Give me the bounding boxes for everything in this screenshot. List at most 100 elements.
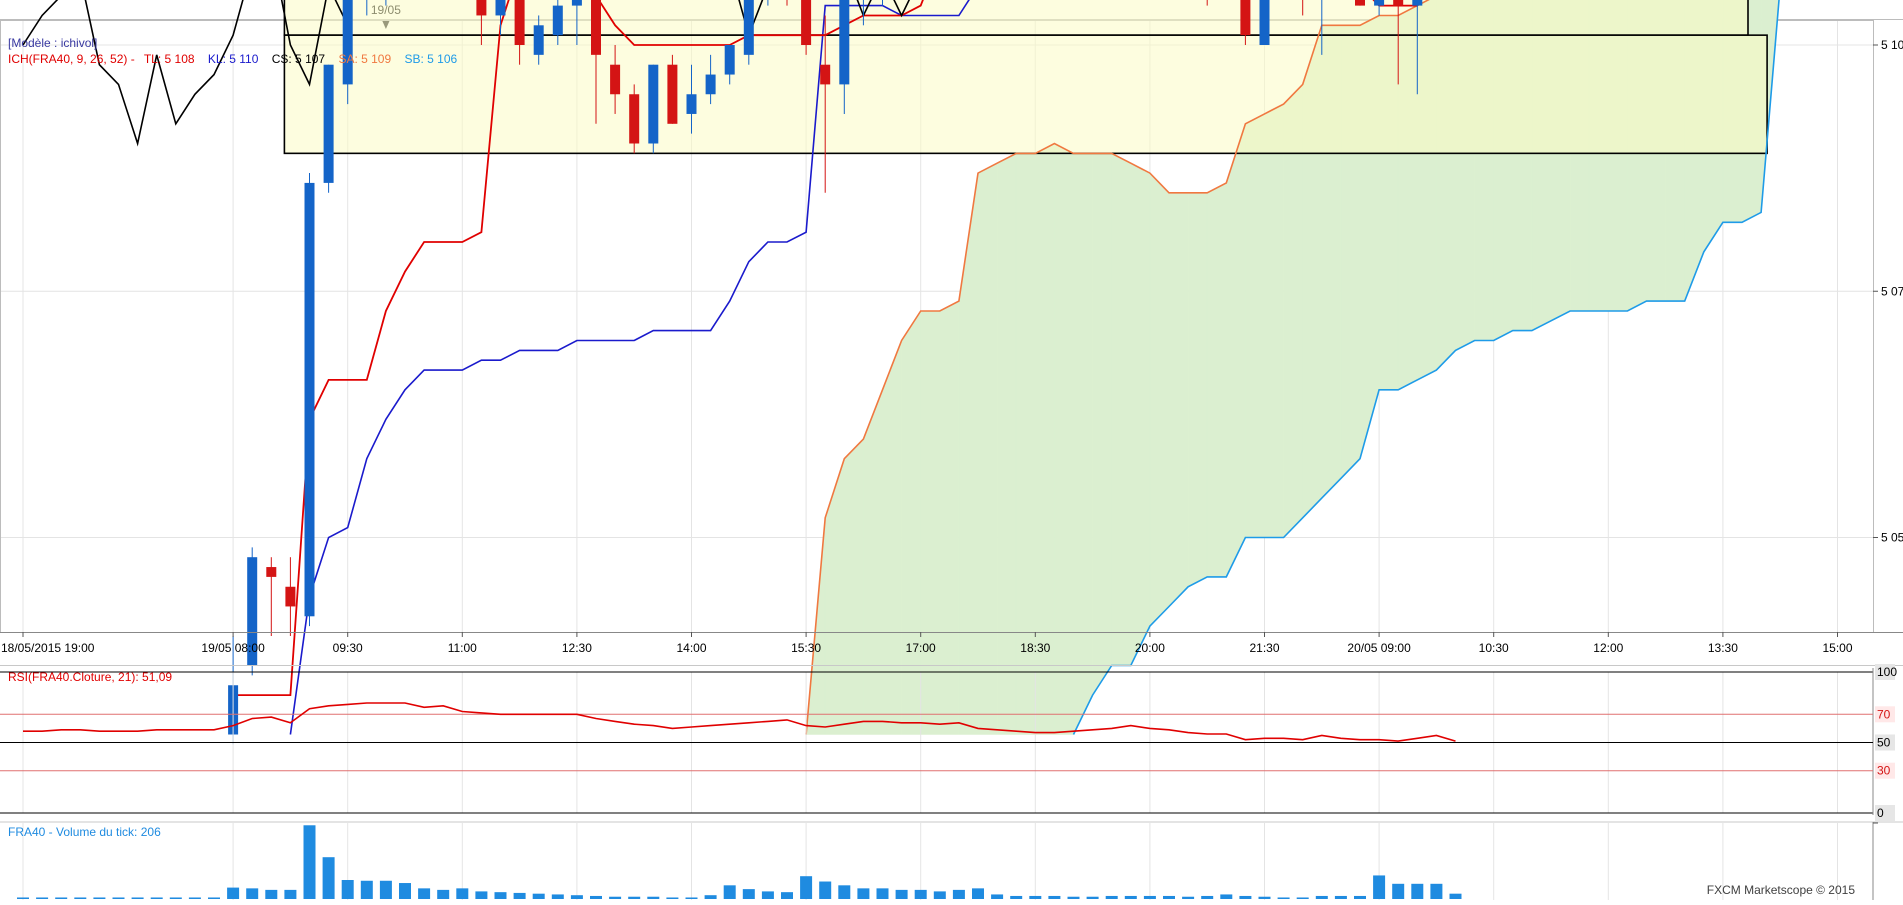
volume-bar <box>456 888 468 899</box>
candle[interactable] <box>1355 0 1365 6</box>
candle-body <box>820 65 830 85</box>
volume-bar <box>533 894 545 899</box>
kumo-segment <box>940 301 959 734</box>
volume-bar <box>762 891 774 899</box>
candle[interactable] <box>667 55 677 124</box>
time-tick-label: 18:30 <box>1020 641 1050 655</box>
candle-body <box>1374 0 1384 6</box>
volume-bar <box>475 891 487 899</box>
volume-bar <box>724 885 736 899</box>
candle[interactable] <box>1260 0 1270 45</box>
kumo-segment <box>1112 153 1131 665</box>
time-tick-label: 15:30 <box>791 641 821 655</box>
consolidation-box-lower[interactable] <box>284 35 1767 153</box>
model-label: [Modèle : ichivol] <box>8 36 97 50</box>
volume-bar <box>1335 896 1347 899</box>
time-tick-label: 12:30 <box>562 641 592 655</box>
kumo-segment <box>1265 104 1284 537</box>
volume-bar <box>972 888 984 899</box>
candle-body <box>343 0 353 84</box>
volume-bar <box>666 897 678 899</box>
rsi-label: RSI(FRA40.Cloture, 21): 51,09 <box>8 670 172 684</box>
footer-copyright: FXCM Marketscope © 2015 <box>1707 883 1856 897</box>
volume-bar <box>819 882 831 899</box>
volume-bar <box>437 890 449 899</box>
rsi-tick-label: 30 <box>1877 764 1891 778</box>
volume-bar <box>1010 896 1022 899</box>
kumo-segment <box>978 163 997 734</box>
volume-bar <box>93 897 105 899</box>
volume-bar <box>647 897 659 899</box>
volume-bar <box>552 894 564 899</box>
volume-bar <box>1048 896 1060 899</box>
candle-body <box>285 587 295 607</box>
rsi-tick-label: 50 <box>1877 736 1891 750</box>
time-tick-label: 10:30 <box>1479 641 1509 655</box>
volume-bar <box>170 897 182 899</box>
volume-bar <box>342 880 354 899</box>
volume-bar <box>1029 896 1041 899</box>
candle-body <box>687 94 697 114</box>
candle-body <box>648 65 658 144</box>
candle[interactable] <box>247 547 257 675</box>
volume-bar <box>571 895 583 899</box>
volume-bar <box>246 888 258 899</box>
candle-body <box>534 25 544 55</box>
volume-bar <box>1239 896 1251 899</box>
time-tick-label: 11:00 <box>448 641 477 655</box>
kumo-segment <box>1245 114 1264 538</box>
rsi-tick-label: 100 <box>1877 665 1897 679</box>
candle[interactable] <box>305 173 315 626</box>
ich-legend-sb: SB: 5 106 <box>405 52 458 66</box>
kumo-segment <box>997 153 1016 734</box>
kumo-segment <box>883 341 902 735</box>
candle-body <box>572 0 582 6</box>
candle-body <box>706 75 716 95</box>
kumo-segment <box>1226 124 1245 577</box>
kumo-segment <box>902 311 921 735</box>
price-tick-label: 5 050 <box>1881 531 1903 545</box>
volume-bar <box>1411 884 1423 899</box>
volume-bar <box>1087 897 1099 899</box>
volume-bar <box>514 893 526 899</box>
candle[interactable] <box>324 65 334 193</box>
volume-bar <box>1125 896 1137 899</box>
candle-body <box>1393 0 1403 6</box>
kumo-segment <box>1054 144 1073 735</box>
ich-legend-cs: CS: 5 107 <box>272 52 326 66</box>
candle[interactable] <box>648 65 658 154</box>
volume-bar <box>1144 896 1156 899</box>
volume-bar <box>857 888 869 899</box>
volume-label: FRA40 - Volume du tick: 206 <box>8 825 161 839</box>
volume-bar <box>915 890 927 899</box>
volume-bar <box>1297 897 1309 899</box>
time-tick-label: 13:30 <box>1708 641 1738 655</box>
volume-bar <box>1201 896 1213 899</box>
volume-bar <box>1068 897 1080 899</box>
volume-bar <box>1220 894 1232 899</box>
candle[interactable] <box>629 84 639 153</box>
volume-bar <box>399 883 411 899</box>
volume-bar <box>1182 897 1194 899</box>
candle-body <box>725 45 735 75</box>
rsi-tick-label: 0 <box>1877 806 1884 820</box>
kumo-segment <box>1131 163 1150 665</box>
candle-body <box>610 65 620 95</box>
candle-body <box>667 65 677 124</box>
volume-bar <box>1106 896 1118 899</box>
candle-body <box>629 94 639 143</box>
volume-bar <box>896 890 908 899</box>
candle-body <box>496 0 506 15</box>
kumo-segment <box>1207 183 1226 577</box>
time-tick-label: 17:00 <box>906 641 936 655</box>
candle-body <box>1412 0 1422 6</box>
volume-bar <box>1373 875 1385 899</box>
volume-bar <box>1354 896 1366 899</box>
time-tick-label: 20:00 <box>1135 641 1165 655</box>
kumo-segment <box>844 439 863 735</box>
volume-bar <box>877 888 889 899</box>
volume-bar <box>151 897 163 899</box>
candle-body <box>1240 0 1250 35</box>
volume-bar <box>609 897 621 899</box>
ich-legend-tl: TL: 5 108 <box>144 52 195 66</box>
